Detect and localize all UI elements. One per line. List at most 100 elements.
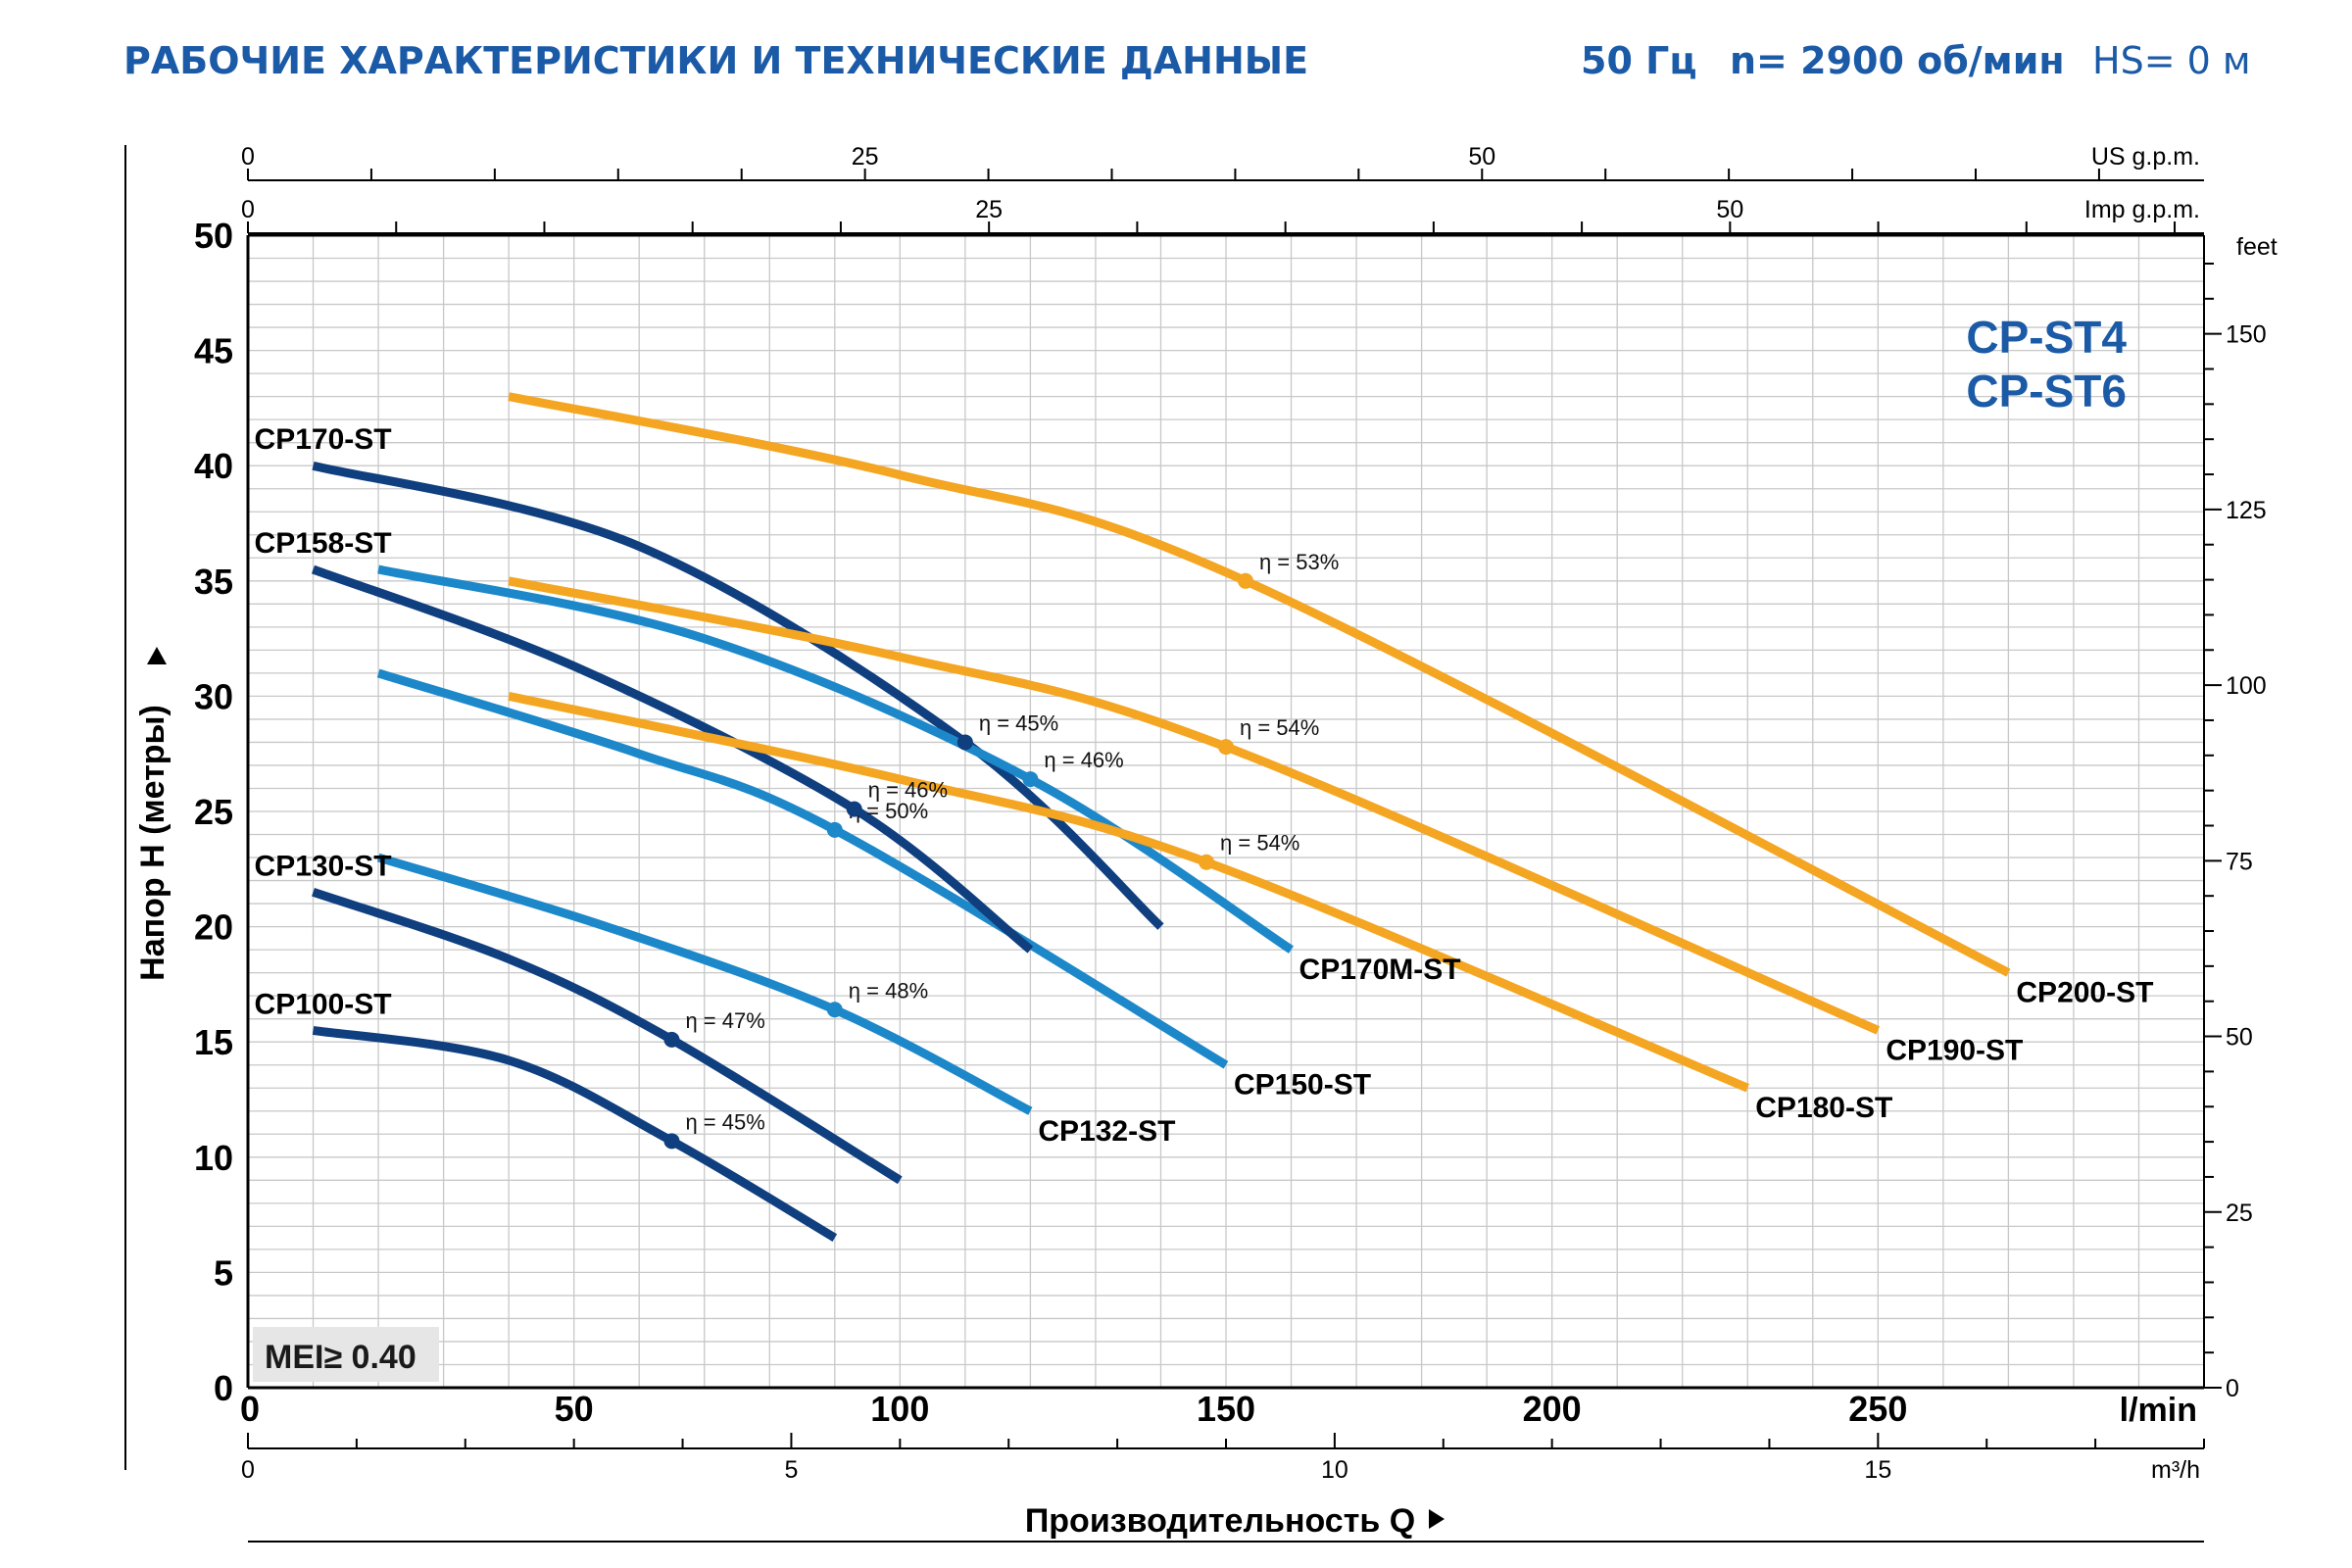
eff-label-cp158-st: η = 46% bbox=[868, 778, 948, 803]
bottom-m3h-tick-label: 10 bbox=[1321, 1456, 1348, 1484]
y-tick-label: 30 bbox=[194, 676, 233, 716]
y-tick-label: 20 bbox=[194, 907, 233, 948]
suction-height-label: HS= 0 м bbox=[2092, 39, 2251, 82]
top-us-ticks bbox=[247, 169, 2100, 180]
y-axis-arrow-icon bbox=[147, 647, 167, 664]
x-tick-label: 150 bbox=[1197, 1389, 1255, 1429]
bottom-m3h-tick-label: 0 bbox=[241, 1456, 255, 1484]
eff-point-cp190-st bbox=[1218, 739, 1234, 756]
eff-point-cp158-st bbox=[846, 801, 862, 817]
x-tick-label: 200 bbox=[1523, 1389, 1582, 1429]
y-tick-label: 35 bbox=[194, 562, 233, 602]
x-unit-label: l/min bbox=[2120, 1392, 2197, 1429]
curve-cp150-st bbox=[376, 668, 1229, 1069]
y-tick-label: 5 bbox=[214, 1252, 233, 1293]
eff-point-cp200-st bbox=[1237, 572, 1253, 589]
curve-label-cp180-st: CP180-ST bbox=[1755, 1092, 1892, 1124]
x-tick-label: 100 bbox=[870, 1389, 929, 1429]
top-imp-unit: Imp g.p.m. bbox=[2084, 196, 2200, 223]
curve-label-cp130-st: CP130-ST bbox=[255, 850, 392, 882]
y-tick-label: 40 bbox=[194, 446, 233, 486]
mei-badge: MEI≥ 0.40 bbox=[265, 1339, 416, 1376]
right-tick-label: 100 bbox=[2226, 672, 2267, 700]
curve-label-cp200-st: CP200-ST bbox=[2016, 977, 2153, 1009]
curve-cp130-st bbox=[312, 888, 903, 1185]
top-us-tick-label: 50 bbox=[1468, 143, 1495, 171]
eff-point-cp132-st bbox=[826, 1002, 843, 1018]
curve-cp100-st bbox=[312, 1025, 838, 1242]
right-tick-label: 150 bbox=[2226, 321, 2267, 349]
curves bbox=[311, 392, 2011, 1242]
eff-label-cp100-st: η = 45% bbox=[685, 1109, 764, 1134]
curve-cp170-st bbox=[312, 461, 1164, 930]
eff-label-cp190-st: η = 54% bbox=[1240, 715, 1319, 740]
curve-label-cp132-st: CP132-ST bbox=[1038, 1115, 1175, 1148]
frequency-label: 50 Гц bbox=[1581, 39, 1697, 82]
x-axis-arrow-icon bbox=[1429, 1509, 1445, 1529]
eff-label-cp132-st: η = 48% bbox=[849, 978, 928, 1003]
eff-label-cp170-st: η = 45% bbox=[979, 710, 1058, 735]
y-tick-label: 50 bbox=[194, 216, 233, 256]
curve-label-cp158-st: CP158-ST bbox=[255, 527, 392, 560]
top-imp-tick-label: 25 bbox=[975, 196, 1003, 223]
top-imp-ticks bbox=[247, 221, 2177, 233]
curve-labels: CP100-ST CP130-ST CP132-ST CP150-ST CP158-ST… bbox=[255, 423, 2154, 1148]
eff-label-cp170m-st: η = 46% bbox=[1044, 748, 1123, 772]
eff-point-cp170m-st bbox=[1022, 771, 1039, 788]
right-axis-ticks bbox=[2204, 262, 2222, 1389]
curve-cp170m-st bbox=[377, 564, 1294, 954]
y-tick-label: 25 bbox=[194, 792, 233, 832]
top-us-unit: US g.p.m. bbox=[2091, 143, 2200, 171]
efficiency-points: η = 45%η = 47%η = 48%η = 50%η = 46%η = 4… bbox=[663, 550, 1339, 1150]
right-tick-label: 0 bbox=[2226, 1375, 2239, 1402]
right-tick-label: 125 bbox=[2226, 497, 2267, 524]
curve-cp158-st bbox=[311, 564, 1034, 954]
top-imp-tick-label: 50 bbox=[1716, 196, 1743, 223]
y-tick-label: 10 bbox=[194, 1138, 233, 1178]
bottom-m3h-tick-label: 15 bbox=[1864, 1456, 1891, 1484]
mei-badge-bg bbox=[253, 1327, 439, 1382]
eff-point-cp100-st bbox=[663, 1133, 680, 1150]
top-us-tick-label: 0 bbox=[241, 143, 255, 171]
eff-label-cp130-st: η = 47% bbox=[685, 1008, 764, 1033]
right-tick-label: 50 bbox=[2226, 1024, 2253, 1052]
top-us-tick-label: 25 bbox=[852, 143, 879, 171]
curve-label-cp170-st: CP170-ST bbox=[255, 423, 392, 456]
y-tick-label: 15 bbox=[194, 1022, 233, 1062]
grid bbox=[248, 235, 2204, 1388]
page-title: РАБОЧИЕ ХАРАКТЕРИСТИКИ И ТЕХНИЧЕСКИЕ ДАН… bbox=[123, 39, 1309, 82]
y-axis-title: Напор H (метры) bbox=[134, 705, 172, 981]
top-imp-tick-label: 0 bbox=[241, 196, 255, 223]
eff-label-cp200-st: η = 53% bbox=[1259, 550, 1339, 574]
y-tick-label: 0 bbox=[214, 1368, 233, 1408]
curve-cp190-st bbox=[508, 576, 1881, 1035]
bottom-m3h-unit: m³/h bbox=[2151, 1456, 2200, 1484]
curve-label-cp190-st: CP190-ST bbox=[1886, 1034, 2023, 1066]
curve-cp200-st bbox=[508, 392, 2011, 977]
curve-cp132-st bbox=[376, 853, 1033, 1115]
right-unit-label: feet bbox=[2236, 233, 2278, 261]
eff-point-cp170-st bbox=[956, 734, 973, 751]
y-tick-label: 45 bbox=[194, 331, 233, 371]
bottom-m3h-ticks bbox=[247, 1433, 2205, 1448]
curve-label-cp100-st: CP100-ST bbox=[255, 988, 392, 1020]
speed-label: n= 2900 об/мин bbox=[1730, 39, 2065, 82]
x-tick-label: 50 bbox=[555, 1389, 594, 1429]
right-tick-label: 75 bbox=[2226, 848, 2253, 875]
x-tick-label: 250 bbox=[1848, 1389, 1907, 1429]
x-axis-title: Производительность Q bbox=[1025, 1502, 1415, 1540]
curve-cp180-st bbox=[508, 691, 1750, 1093]
eff-point-cp150-st bbox=[826, 821, 843, 838]
eff-point-cp130-st bbox=[663, 1031, 680, 1048]
eff-point-cp180-st bbox=[1199, 854, 1215, 870]
curve-label-cp170m-st: CP170M-ST bbox=[1299, 954, 1461, 986]
model-label: CP-ST6 bbox=[1966, 366, 2127, 416]
curve-label-cp150-st: CP150-ST bbox=[1234, 1069, 1371, 1102]
model-label: CP-ST4 bbox=[1966, 312, 2127, 363]
eff-label-cp180-st: η = 54% bbox=[1220, 831, 1299, 856]
chart-header: РАБОЧИЕ ХАРАКТЕРИСТИКИ И ТЕХНИЧЕСКИЕ ДАН… bbox=[0, 0, 2352, 127]
right-tick-label: 25 bbox=[2226, 1200, 2253, 1227]
x-tick-label: 0 bbox=[240, 1389, 260, 1429]
bottom-m3h-tick-label: 5 bbox=[784, 1456, 798, 1484]
